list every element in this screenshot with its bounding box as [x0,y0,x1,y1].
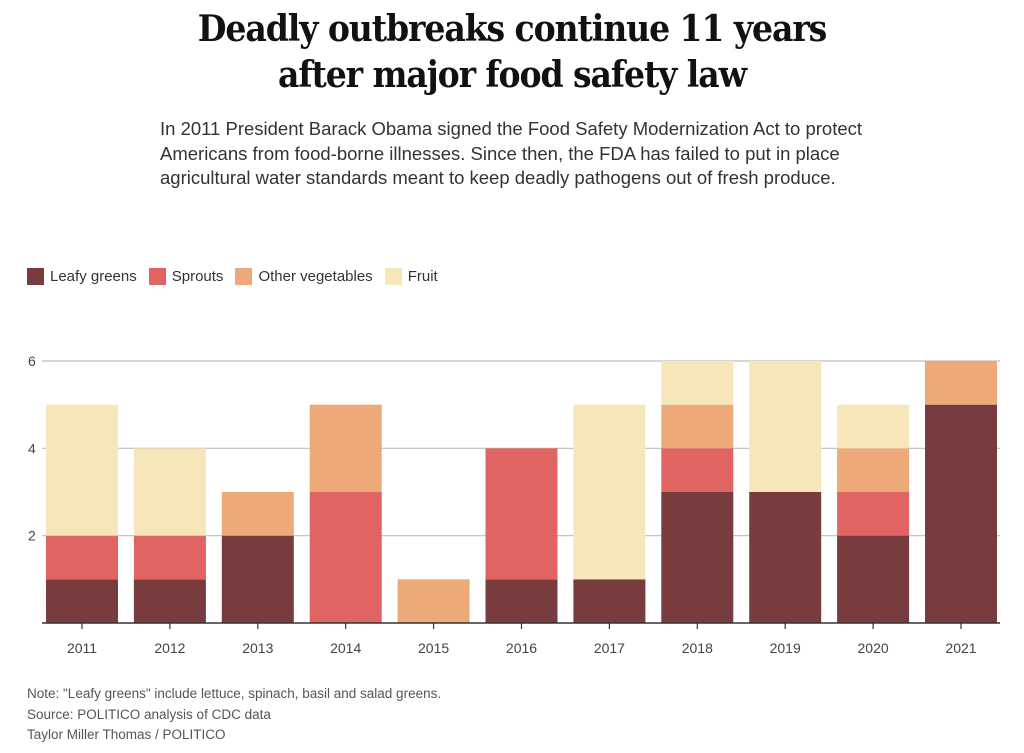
x-axis [42,622,1000,629]
bar-segment-other-vegetables-2015 [397,579,470,623]
bar-segment-leafy-greens-2012 [133,579,206,623]
legend-label: Leafy greens [50,268,137,285]
x-tick-label: 2019 [770,640,801,656]
legend-item-fruit: Fruit [384,268,438,285]
x-axis-labels: 2011 2012 2013 2014 2015 2016 2017 2018 2019 2020… [67,640,977,656]
bars [46,361,997,623]
legend-item-sprouts: Sprouts [148,268,224,285]
bar-segment-sprouts-2012 [133,535,206,580]
bar-segment-fruit-2017 [573,404,646,580]
legend-item-leafy-greens: Leafy greens [27,268,137,285]
y-axis-labels: 2 4 6 [28,353,36,544]
legend-label: Fruit [407,268,438,285]
legend-swatch-sprouts [148,268,166,285]
legend-label: Other vegetables [258,268,373,285]
title-line-2: after major food safety law [278,54,747,96]
x-tick-label: 2014 [330,640,361,656]
x-tick-label: 2018 [682,640,713,656]
bar-segment-other-vegetables-2020 [837,448,910,492]
y-tick-label: 2 [28,528,36,544]
x-tick-label: 2015 [418,640,449,656]
legend-swatch-leafy-greens [27,268,44,285]
x-tick-label: 2013 [242,640,273,656]
footer-source: Source: POLITICO analysis of CDC data [27,706,271,722]
legend-swatch-fruit [384,268,402,285]
legend-item-other-vegetables: Other vegetables [235,268,373,285]
x-tick-label: 2011 [67,640,97,656]
bar-segment-fruit-2018 [661,361,734,405]
x-tick-label: 2017 [594,640,625,656]
x-tick-label: 2020 [858,640,889,656]
bar-segment-leafy-greens-2019 [749,492,822,623]
footer: Note: "Leafy greens" include lettuce, sp… [27,684,441,746]
bar-segment-leafy-greens-2021 [925,404,997,623]
footer-note: Note: "Leafy greens" include lettuce, sp… [27,686,442,701]
bar-segment-leafy-greens-2020 [837,535,910,623]
bar-segment-other-vegetables-2021 [925,361,997,405]
legend: Leafy greens Sprouts Other vegetables Fr… [27,268,450,285]
legend-label: Sprouts [171,268,224,285]
bar-segment-fruit-2019 [749,361,822,492]
chart-subtitle: In 2011 President Barack Obama signed th… [160,118,863,188]
title-line-1: Deadly outbreaks continue 11 years [197,8,828,50]
y-tick-label: 4 [28,440,36,456]
bar-segment-fruit-2012 [133,448,206,536]
bar-segment-leafy-greens-2017 [573,579,646,623]
bar-segment-other-vegetables-2014 [309,404,382,492]
bar-segment-other-vegetables-2013 [221,492,294,536]
bar-segment-sprouts-2020 [837,492,910,536]
x-tick-label: 2016 [506,640,537,656]
stacked-bar-chart: 2 4 6 2011 2012 2013 2014 2015 2016 2017 2018 2019… [28,353,1000,656]
bar-segment-leafy-greens-2016 [485,579,558,623]
bar-segment-other-vegetables-2018 [661,404,734,449]
y-tick-label: 6 [28,353,36,369]
bar-segment-sprouts-2011 [46,535,118,580]
bar-segment-sprouts-2018 [661,448,734,492]
legend-swatch-other-vegetables [235,268,253,285]
bar-segment-sprouts-2014 [309,492,382,623]
bar-segment-leafy-greens-2011 [46,579,118,623]
x-tick-label: 2012 [154,640,185,656]
x-tick-label: 2021 [945,640,976,656]
bar-segment-leafy-greens-2018 [661,492,734,623]
bar-segment-sprouts-2016 [485,448,558,580]
bar-segment-leafy-greens-2013 [221,535,294,623]
bar-segment-fruit-2020 [837,404,910,449]
footer-credit: Taylor Miller Thomas / POLITICO [27,727,226,742]
bar-segment-fruit-2011 [46,404,118,536]
chart-title: Deadly outbreaks continue 11 years after… [41,6,983,98]
